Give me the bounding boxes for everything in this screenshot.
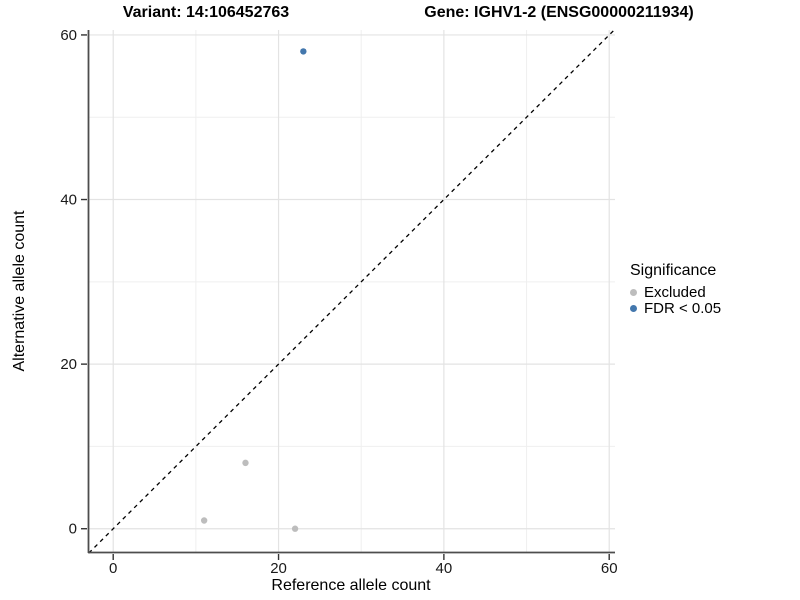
data-point bbox=[242, 459, 249, 467]
legend-dot-icon bbox=[630, 288, 637, 296]
legend-title: Significance bbox=[630, 262, 717, 279]
legend-item: FDR < 0.05 bbox=[630, 299, 722, 317]
data-point bbox=[200, 517, 208, 524]
legend-item-label: FDR < 0.05 bbox=[644, 299, 722, 317]
y-tick-label: 20 bbox=[60, 356, 77, 373]
y-tick-label: 0 bbox=[69, 521, 77, 538]
legend-item: Excluded bbox=[630, 283, 721, 301]
data-point bbox=[300, 48, 307, 55]
legend-item-label: Excluded bbox=[644, 283, 706, 301]
variant-title: Variant: 14:106452763 bbox=[122, 4, 290, 21]
x-tick-label: 20 bbox=[270, 560, 287, 577]
y-axis-title: Alternative allele count bbox=[11, 210, 28, 372]
legend-dot-icon bbox=[630, 304, 637, 312]
plot-panel: 0 20 40 60 0 20 40 60 bbox=[60, 27, 617, 577]
identity-line bbox=[88, 29, 615, 554]
x-tick-label: 40 bbox=[436, 560, 453, 577]
x-tick-label: 0 bbox=[109, 560, 117, 577]
x-axis-title: Reference allele count bbox=[271, 577, 431, 594]
x-tick-label: 60 bbox=[601, 560, 618, 577]
legend-items: Excluded FDR < 0.05 bbox=[630, 283, 722, 317]
y-tick-label: 40 bbox=[60, 192, 77, 209]
y-tick-label: 60 bbox=[60, 27, 77, 44]
legend: Significance Excluded FDR < 0.05 bbox=[630, 262, 722, 317]
gene-title: Gene: IGHV1-2 (ENSG00000211934) bbox=[424, 4, 694, 21]
data-point bbox=[291, 525, 299, 532]
